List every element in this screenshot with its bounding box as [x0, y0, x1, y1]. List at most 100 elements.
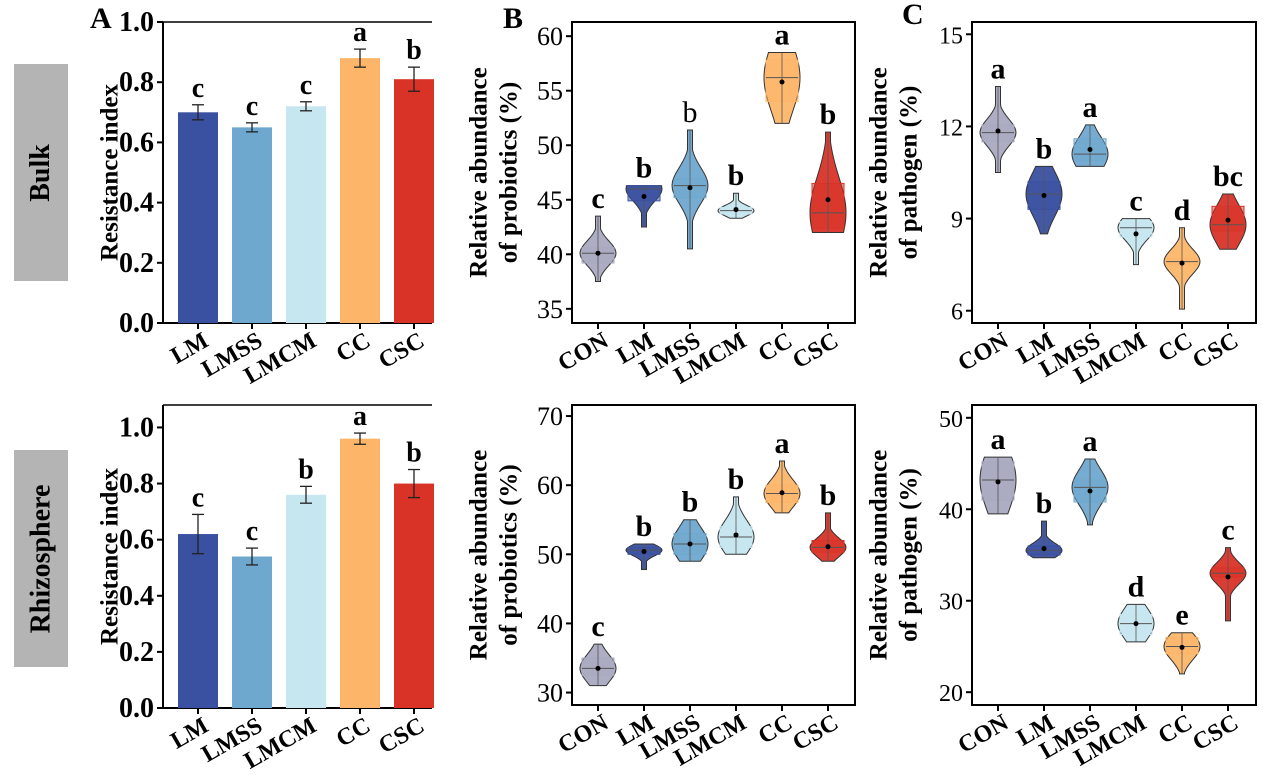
x-tick-label: CC — [332, 328, 375, 368]
y-axis-label: of pathogen (%) — [896, 86, 923, 260]
y-tick-label: 30 — [537, 679, 563, 708]
y-tick-label: 50 — [537, 131, 563, 160]
significance-letter: e — [1175, 599, 1188, 632]
significance-letter: b — [1036, 132, 1053, 165]
significance-letter: c — [192, 482, 204, 513]
mean-point — [595, 250, 601, 256]
y-tick-label: 1.0 — [119, 412, 154, 443]
x-tick-label: CSC — [788, 328, 843, 375]
y-tick-label: 40 — [537, 240, 563, 269]
y-tick-label: 60 — [537, 471, 563, 500]
significance-letter: c — [591, 182, 604, 215]
y-tick-label: 0.4 — [119, 581, 154, 612]
row-label-bulk: Bulk — [14, 64, 68, 281]
mean-point — [687, 185, 693, 191]
significance-letter: bc — [1213, 160, 1243, 193]
y-tick-label: 40 — [537, 609, 563, 638]
y-tick-label: 0.2 — [119, 637, 154, 668]
mean-point — [1087, 488, 1093, 494]
mean-point — [641, 549, 647, 555]
bar — [178, 534, 218, 708]
y-tick-label: 0.4 — [119, 188, 154, 219]
significance-letter: c — [591, 610, 604, 643]
significance-letter: b — [728, 463, 745, 496]
y-axis-label: of probiotics (%) — [496, 82, 523, 263]
chart-B-bulk: 35 40 45 50 55 60 Relative abundance of probiot… — [466, 19, 856, 390]
mean-point — [1225, 217, 1231, 223]
x-tick-label: CON — [554, 709, 614, 759]
chart-C-bulk: 6 9 12 15 Relative abundance of pathogen (%) C… — [866, 21, 1257, 390]
mean-point — [733, 532, 739, 538]
y-axis-label: Resistance index — [97, 467, 124, 645]
x-tick-label: CON — [954, 709, 1014, 759]
significance-letter: c — [192, 73, 204, 104]
x-tick-label: CSC — [1188, 710, 1243, 757]
bar — [232, 556, 272, 708]
y-tick-label: 40 — [939, 498, 963, 524]
significance-letter: a — [1083, 425, 1098, 458]
y-axis-label: Relative abundance — [866, 450, 893, 660]
significance-letter: b — [820, 479, 837, 512]
mean-point — [1133, 621, 1139, 627]
significance-letter: b — [406, 35, 422, 66]
y-tick-label: 0.6 — [119, 127, 154, 158]
y-tick-label: 20 — [939, 681, 963, 707]
bar — [340, 58, 380, 324]
significance-letter: d — [1128, 570, 1145, 603]
significance-letter: b — [820, 98, 837, 131]
bar — [286, 106, 326, 323]
y-tick-label: 35 — [537, 295, 563, 324]
y-axis-label: Relative abundance — [466, 67, 493, 277]
x-tick-label: CC — [1154, 710, 1197, 750]
y-tick-label: 0.2 — [119, 248, 154, 279]
chart-C-rhizosphere: 20 30 40 50 Relative abundance of pathogen (%… — [866, 404, 1257, 772]
x-tick-label: CON — [954, 327, 1014, 377]
y-tick-label: 60 — [537, 22, 563, 51]
significance-letter: a — [991, 53, 1006, 86]
significance-letter: b — [683, 96, 698, 129]
significance-letter: b — [636, 510, 653, 543]
significance-letter: a — [991, 423, 1006, 456]
bar — [394, 483, 434, 708]
significance-letter: c — [300, 70, 312, 101]
mean-point — [1087, 146, 1093, 152]
panel-letter-a: A — [90, 2, 112, 35]
x-tick-label: CC — [332, 713, 375, 753]
bar — [232, 127, 272, 323]
chart-B-rhizosphere: 30 40 50 60 70 Relative abundance of probiotic… — [466, 402, 856, 772]
significance-letter: c — [1221, 514, 1234, 547]
y-tick-label: 55 — [537, 77, 563, 106]
y-tick-label: 1.0 — [119, 7, 154, 38]
significance-letter: a — [1083, 91, 1098, 124]
x-tick-label: CON — [554, 327, 614, 377]
mean-point — [825, 544, 831, 550]
y-tick-label: 0.0 — [119, 308, 154, 339]
mean-point — [641, 193, 647, 199]
x-tick-label: CC — [1154, 328, 1197, 368]
y-tick-label: 6 — [951, 300, 963, 326]
y-tick-label: 0.8 — [119, 67, 154, 98]
significance-letter: a — [775, 19, 790, 52]
plot-frame — [971, 21, 1257, 324]
panel-letter-b: B — [503, 2, 524, 35]
mean-point — [687, 541, 693, 547]
y-tick-label: 30 — [939, 590, 963, 616]
bar — [286, 494, 326, 708]
significance-letter: b — [1036, 487, 1053, 520]
mean-point — [1041, 546, 1047, 552]
x-tick-label: CSC — [788, 710, 843, 757]
mean-point — [733, 207, 739, 213]
y-tick-label: 70 — [537, 402, 563, 431]
mean-point — [779, 490, 785, 496]
mean-point — [1179, 260, 1185, 266]
y-tick-label: 45 — [537, 186, 563, 215]
plot-frame — [971, 404, 1257, 706]
y-tick-label: 15 — [939, 23, 963, 49]
y-axis-label: Resistance index — [97, 83, 124, 261]
x-tick-label: CSC — [1188, 328, 1243, 375]
mean-point — [1179, 644, 1185, 650]
y-tick-label: 9 — [951, 208, 963, 234]
